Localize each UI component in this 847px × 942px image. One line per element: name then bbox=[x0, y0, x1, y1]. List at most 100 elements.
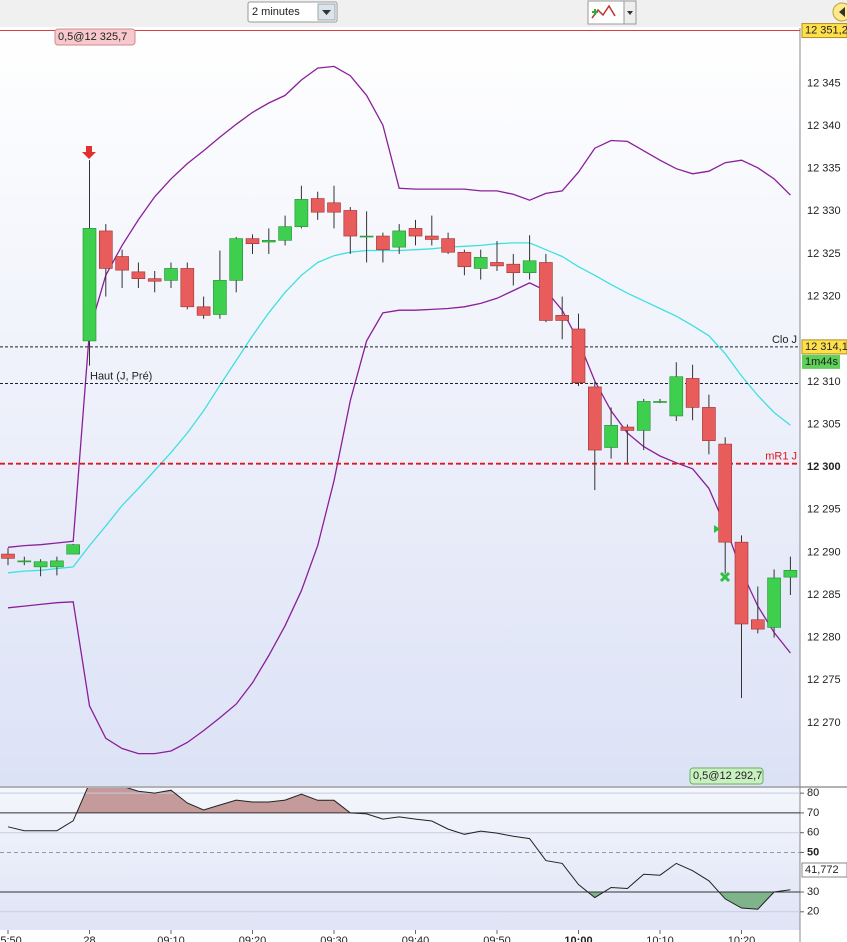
candle-body bbox=[490, 262, 504, 267]
x-tick-label: 09:50 bbox=[483, 935, 511, 942]
price-panel bbox=[0, 28, 800, 786]
candle-body bbox=[180, 268, 195, 308]
rsi-tick-label: 30 bbox=[807, 886, 819, 898]
rsi-last: 41,772 bbox=[805, 864, 839, 876]
oversold-fill bbox=[8, 892, 791, 910]
candle-body bbox=[620, 426, 635, 431]
y-tick-label: 12 305 bbox=[807, 418, 841, 430]
rsi-tick-label: 80 bbox=[807, 787, 819, 799]
level-name: Haut (J, Pré) bbox=[90, 370, 152, 382]
level-label: 12 314,1 bbox=[805, 341, 847, 353]
order-label: 0,5@12 292,7 bbox=[693, 770, 762, 782]
candle-body bbox=[115, 256, 129, 271]
candle-body bbox=[767, 577, 781, 628]
order-badge bbox=[54, 28, 136, 46]
timer: 1m44s bbox=[805, 356, 839, 368]
y-tick-label: 12 290 bbox=[807, 546, 841, 558]
level-name: mR1 J bbox=[765, 451, 797, 463]
rsi-line bbox=[7, 788, 791, 910]
candle-body bbox=[164, 268, 178, 281]
candle-body bbox=[82, 228, 97, 342]
candle-body bbox=[506, 263, 521, 274]
level-label: 12 351,2 bbox=[805, 24, 847, 36]
indicator-button[interactable] bbox=[587, 0, 637, 25]
rsi-tick-label: 50 bbox=[807, 846, 819, 858]
candle-body bbox=[131, 271, 146, 279]
rsi-tick-label: 20 bbox=[807, 906, 819, 918]
candle-body bbox=[359, 235, 374, 238]
y-tick-label: 12 285 bbox=[807, 589, 841, 601]
level-badge bbox=[801, 339, 847, 355]
candle-body bbox=[441, 238, 455, 253]
candle-body bbox=[685, 378, 700, 408]
candle-body bbox=[571, 328, 586, 383]
level-name: Clo J bbox=[772, 334, 797, 346]
signal-cross bbox=[719, 571, 731, 583]
candle-body bbox=[196, 306, 211, 316]
y-tick-label: 12 275 bbox=[807, 674, 841, 686]
candle-body bbox=[604, 425, 618, 448]
interval-text: 2 minutes bbox=[252, 6, 300, 18]
candle-body bbox=[555, 315, 570, 321]
rsi-badge bbox=[801, 862, 847, 878]
candle-body bbox=[734, 541, 749, 625]
indicator-line bbox=[7, 65, 791, 548]
y-tick-label: 12 345 bbox=[807, 77, 841, 89]
candle-body bbox=[50, 560, 64, 568]
candle-body bbox=[392, 230, 407, 248]
candle-body bbox=[229, 238, 243, 281]
order-label: 0,5@12 325,7 bbox=[58, 31, 127, 43]
x-tick-label: 10:00 bbox=[564, 935, 592, 942]
x-tick-label: 09:10 bbox=[157, 935, 185, 942]
y-tick-label: 12 270 bbox=[807, 717, 841, 729]
signal-marker bbox=[714, 525, 720, 533]
x-tick-label: 09:40 bbox=[402, 935, 430, 942]
candle-body bbox=[245, 238, 260, 245]
candle-body bbox=[261, 240, 276, 243]
candle-body bbox=[587, 386, 602, 451]
indicator-line bbox=[7, 282, 791, 755]
y-tick-label: 12 335 bbox=[807, 163, 841, 175]
y-tick-label: 12 320 bbox=[807, 290, 841, 302]
x-tick-label: 10:10 bbox=[646, 935, 674, 942]
candle-body bbox=[522, 260, 537, 274]
candle-body bbox=[653, 401, 667, 403]
y-tick-label: 12 280 bbox=[807, 632, 841, 644]
candle-body bbox=[213, 280, 227, 315]
signal-arrow bbox=[82, 146, 96, 159]
candle-body bbox=[17, 560, 32, 563]
scroll-button[interactable] bbox=[832, 2, 847, 22]
candle-body bbox=[147, 278, 162, 282]
candle-body bbox=[539, 262, 553, 321]
candle-body bbox=[473, 257, 488, 269]
y-tick-label: 12 330 bbox=[807, 205, 841, 217]
y-tick-label: 12 300 bbox=[807, 461, 841, 473]
y-tick-label: 12 295 bbox=[807, 504, 841, 516]
y-tick-label: 12 310 bbox=[807, 376, 841, 388]
candle-body bbox=[636, 401, 651, 431]
candle-body bbox=[783, 569, 798, 578]
candle-body bbox=[750, 619, 765, 630]
candle-body bbox=[376, 235, 390, 250]
rsi-tick-label: 70 bbox=[807, 807, 819, 819]
candle-body bbox=[1, 553, 15, 559]
y-tick-label: 12 340 bbox=[807, 120, 841, 132]
candle-body bbox=[327, 202, 341, 213]
y-tick-label: 12 325 bbox=[807, 248, 841, 260]
candle-body bbox=[33, 561, 48, 568]
level-badge bbox=[801, 23, 847, 39]
interval-select[interactable]: 2 minutes bbox=[247, 1, 338, 23]
toolbar bbox=[0, 0, 847, 27]
candle-body bbox=[278, 226, 292, 241]
x-tick-label: 09:30 bbox=[320, 935, 348, 942]
x-tick-label: 10:20 bbox=[728, 935, 756, 942]
candle-body bbox=[408, 228, 423, 237]
x-tick-label: 15:50 bbox=[0, 935, 22, 942]
candle-body bbox=[424, 235, 439, 240]
rsi-tick-label: 60 bbox=[807, 827, 819, 839]
candle-body bbox=[718, 443, 733, 543]
candle-body bbox=[310, 198, 325, 213]
candle-body bbox=[457, 251, 472, 268]
